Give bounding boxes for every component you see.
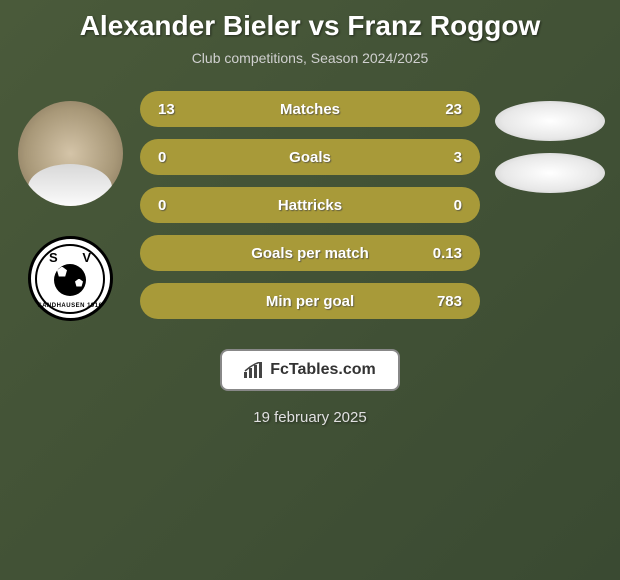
right-player-column xyxy=(490,91,610,205)
content-area: SV SANDHAUSEN 1916 13 Matches 23 0 Goals… xyxy=(0,91,620,331)
date-text: 19 february 2025 xyxy=(0,409,620,426)
club-badge: SV SANDHAUSEN 1916 xyxy=(28,236,113,321)
stat-left-value: 0 xyxy=(158,197,188,214)
left-player-column: SV SANDHAUSEN 1916 xyxy=(10,91,130,321)
chart-icon xyxy=(244,362,264,378)
stat-left-value: 13 xyxy=(158,101,188,118)
stat-label: Goals per match xyxy=(251,245,369,262)
stat-label: Min per goal xyxy=(266,293,354,310)
stat-label: Matches xyxy=(280,101,340,118)
player-avatar xyxy=(18,101,123,206)
club-badge-inner: SV SANDHAUSEN 1916 xyxy=(35,244,105,314)
page-title: Alexander Bieler vs Franz Roggow xyxy=(0,10,620,42)
stat-row-hattricks: 0 Hattricks 0 xyxy=(140,187,480,223)
right-oval-2 xyxy=(495,153,605,193)
stat-label: Goals xyxy=(289,149,331,166)
stat-row-goals-per-match: Goals per match 0.13 xyxy=(140,235,480,271)
stat-label: Hattricks xyxy=(278,197,342,214)
football-icon xyxy=(54,264,86,296)
footer-area: FcTables.com 19 february 2025 xyxy=(0,349,620,426)
stat-right-value: 783 xyxy=(432,293,462,310)
club-name-text: SANDHAUSEN 1916 xyxy=(38,303,103,309)
stat-row-min-per-goal: Min per goal 783 xyxy=(140,283,480,319)
stat-right-value: 3 xyxy=(432,149,462,166)
stat-right-value: 0 xyxy=(432,197,462,214)
logo-box: FcTables.com xyxy=(220,349,400,391)
stat-right-value: 23 xyxy=(432,101,462,118)
stat-row-goals: 0 Goals 3 xyxy=(140,139,480,175)
right-oval-1 xyxy=(495,101,605,141)
page-subtitle: Club competitions, Season 2024/2025 xyxy=(0,50,620,66)
stats-column: 13 Matches 23 0 Goals 3 0 Hattricks 0 Go… xyxy=(130,91,490,331)
stat-left-value: 0 xyxy=(158,149,188,166)
logo-text: FcTables.com xyxy=(270,361,376,379)
stat-row-matches: 13 Matches 23 xyxy=(140,91,480,127)
stat-right-value: 0.13 xyxy=(432,245,462,262)
